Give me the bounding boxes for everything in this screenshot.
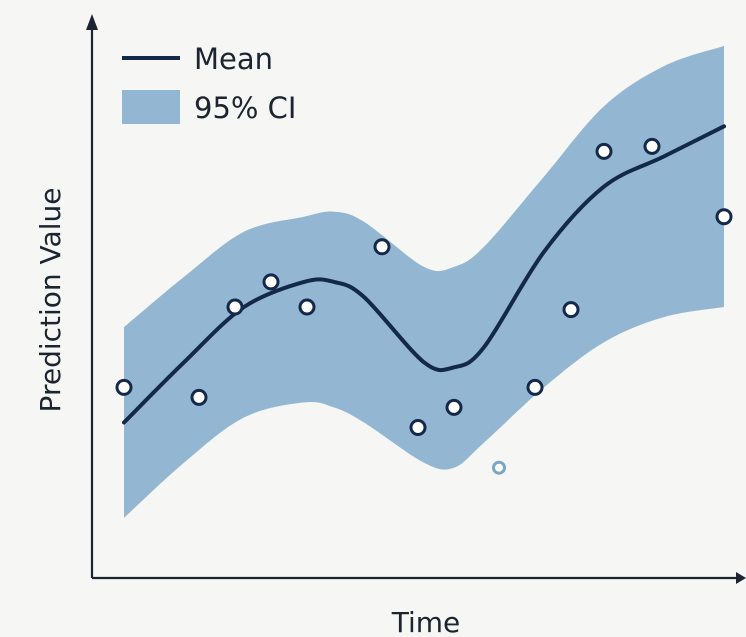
observation-point: [262, 273, 280, 291]
observation-point: [526, 378, 544, 396]
axes: [86, 14, 746, 584]
legend-mean-label: Mean: [194, 42, 273, 76]
legend-ci-swatch: [122, 90, 180, 124]
plot-area: [115, 46, 733, 518]
legend-ci-label: 95% CI: [194, 91, 296, 125]
y-axis-arrow: [86, 14, 98, 30]
legend: Mean 95% CI: [122, 42, 296, 125]
observation-point: [409, 419, 427, 436]
observation-point: [562, 301, 580, 319]
observation-point: [373, 238, 391, 256]
y-axis-label: Prediction Value: [34, 188, 67, 413]
ci-band: [124, 46, 724, 518]
observation-point: [298, 298, 316, 316]
observation-point: [190, 388, 208, 406]
observation-point: [445, 398, 463, 416]
observation-point: [715, 208, 733, 226]
observation-point: [226, 298, 244, 316]
observation-point: [595, 142, 613, 160]
faded-observation-point: [492, 460, 506, 475]
x-axis-arrow: [736, 572, 746, 584]
x-axis-label: Time: [391, 606, 461, 637]
observation-point: [115, 378, 133, 396]
observation-point: [643, 137, 661, 155]
